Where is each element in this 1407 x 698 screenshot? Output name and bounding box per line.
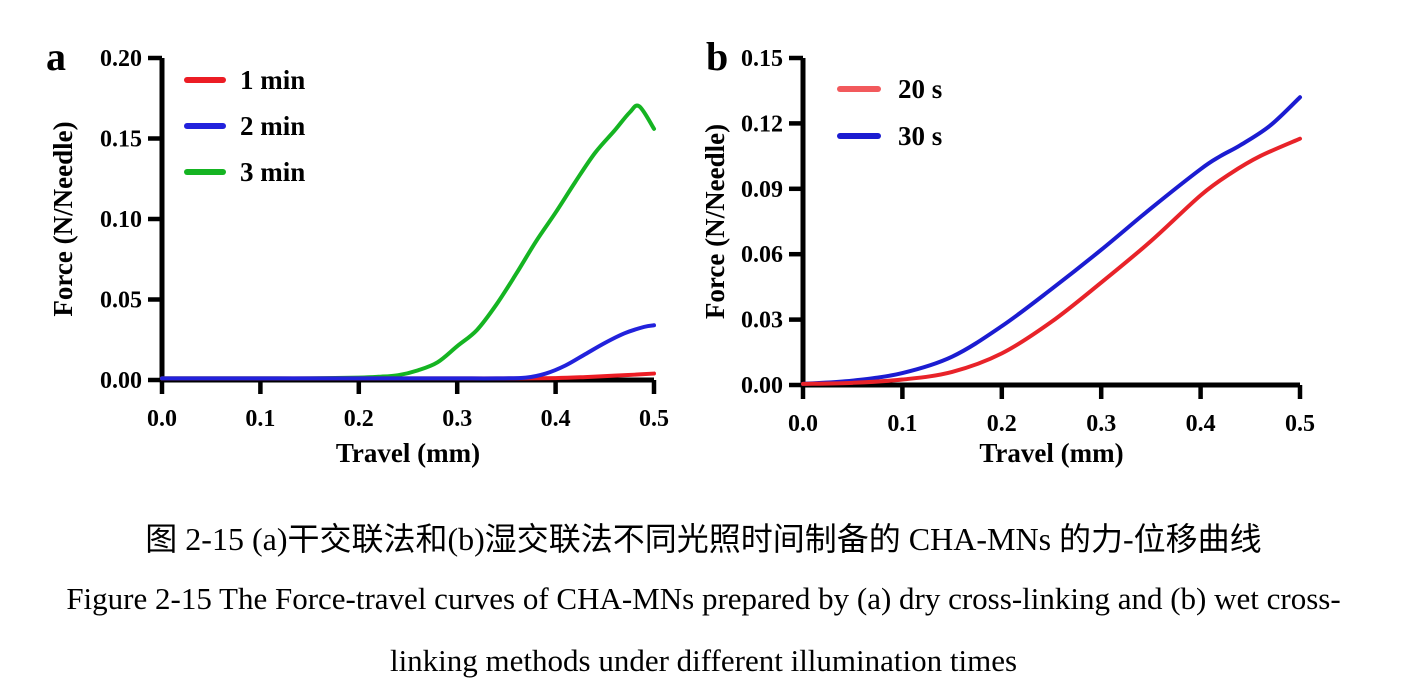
panel-label-a: a — [46, 34, 66, 79]
y-tick-label: 0.10 — [100, 207, 142, 233]
curve-30-s — [801, 95, 1302, 386]
y-tick-label: 0.20 — [100, 46, 142, 72]
y-tick-label: 0.06 — [741, 242, 783, 268]
y-axis-title: Force (N/Needle) — [700, 124, 730, 319]
x-tick-label: 0.3 — [1086, 411, 1116, 437]
legend-label-20-s: 20 s — [898, 74, 942, 104]
axis-lines — [800, 58, 1300, 388]
legend-label-3-min: 3 min — [240, 157, 305, 187]
curve-20-s — [801, 136, 1302, 386]
chart-panel-b: 0.00 0.03 0.06 0.09 0.12 0.15 0.0 0.1 0.2 0.3 0.4 0… — [700, 34, 1315, 468]
x-tick-label: 0.3 — [442, 406, 472, 432]
x-tick-label: 0.4 — [541, 406, 571, 432]
y-tick-label: 0.15 — [100, 127, 142, 153]
x-tick-label: 0.1 — [887, 411, 917, 437]
figure-caption-chinese: 图 2-15 (a)干交联法和(b)湿交联法不同光照时间制备的 CHA-MNs … — [145, 521, 1262, 557]
x-tick-label: 0.5 — [1285, 411, 1315, 437]
y-tick-label: 0.15 — [741, 46, 783, 72]
y-tick-label: 0.00 — [100, 368, 142, 394]
y-tick-label: 0.05 — [100, 288, 142, 314]
force-travel-figure-canvas: 0.00 0.05 0.10 0.15 0.20 0.0 0.1 0.2 0.3 0.4 0.5 Tr… — [46, 34, 1315, 468]
panel-label-b: b — [706, 34, 728, 79]
x-axis-title: Travel (mm) — [979, 438, 1123, 468]
y-tick-label: 0.09 — [741, 177, 783, 203]
chart-panel-a: 0.00 0.05 0.10 0.15 0.20 0.0 0.1 0.2 0.3 0.4 0.5 Tr… — [46, 34, 669, 468]
x-tick-label: 0.0 — [788, 411, 818, 437]
x-tick-label: 0.4 — [1186, 411, 1216, 437]
x-tick-label: 0.2 — [987, 411, 1017, 437]
legend-label-2-min: 2 min — [240, 111, 305, 141]
legend-label-1-min: 1 min — [240, 65, 305, 95]
x-tick-label: 0.1 — [245, 406, 275, 432]
axis-lines — [159, 58, 654, 383]
figure-caption-english-line2: linking methods under different illumina… — [389, 643, 1018, 678]
curve-3-min — [160, 103, 656, 381]
figure-caption-english-line1: Figure 2-15 The Force-travel curves of C… — [66, 581, 1341, 616]
x-axis-title: Travel (mm) — [336, 438, 480, 468]
y-tick-label: 0.12 — [741, 111, 783, 137]
y-tick-label: 0.03 — [741, 308, 783, 334]
x-tick-label: 0.2 — [344, 406, 374, 432]
curve-2-min — [160, 323, 656, 381]
y-axis-title: Force (N/Needle) — [48, 121, 78, 316]
x-tick-label: 0.0 — [147, 406, 177, 432]
y-tick-label: 0.00 — [741, 373, 783, 399]
legend-label-30-s: 30 s — [898, 121, 942, 151]
x-tick-label: 0.5 — [639, 406, 669, 432]
